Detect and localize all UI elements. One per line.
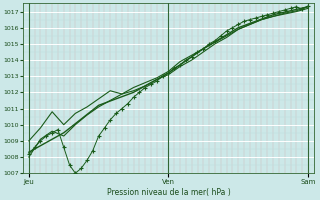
X-axis label: Pression niveau de la mer( hPa ): Pression niveau de la mer( hPa ) bbox=[107, 188, 230, 197]
